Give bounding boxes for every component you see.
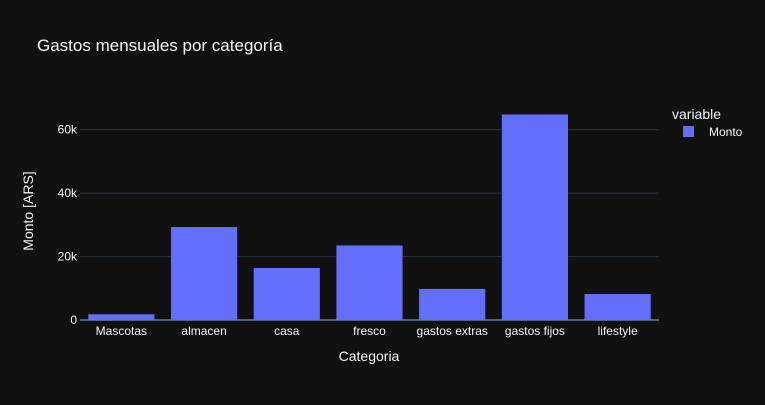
y-tick-label: 20k — [58, 250, 78, 264]
y-tick-label: 0 — [70, 313, 77, 327]
y-axis-ticks: 0 20k 40k 60k — [58, 123, 78, 327]
bar-gastos-extras[interactable] — [419, 288, 486, 320]
y-tick-label: 40k — [58, 186, 78, 200]
bars — [88, 114, 651, 321]
x-tick-label: lifestyle — [598, 324, 638, 338]
bar-casa[interactable] — [253, 267, 320, 320]
y-tick-label: 60k — [58, 123, 78, 137]
bar-lifestyle[interactable] — [584, 293, 651, 320]
bar-fresco[interactable] — [336, 245, 403, 320]
x-tick-label: gastos extras — [417, 324, 488, 338]
x-tick-label: fresco — [353, 324, 386, 338]
bar-gastos-fijos[interactable] — [501, 114, 569, 321]
x-axis-ticks: Mascotas almacen casa fresco gastos extras ga… — [96, 324, 638, 338]
legend-label-monto[interactable]: Monto — [709, 125, 743, 139]
x-tick-label: Mascotas — [96, 324, 147, 338]
legend-swatch-monto[interactable] — [683, 126, 694, 137]
bar-mascotas[interactable] — [88, 314, 155, 320]
legend-title: variable — [672, 106, 721, 122]
legend[interactable]: variable Monto — [672, 106, 743, 139]
bar-almacen[interactable] — [170, 227, 238, 320]
x-tick-label: casa — [274, 324, 300, 338]
y-axis-title: Monto [ARS] — [20, 171, 36, 250]
x-tick-label: gastos fijos — [505, 324, 565, 338]
chart-title: Gastos mensuales por categoría — [37, 36, 283, 55]
x-axis-title: Categoria — [339, 348, 400, 364]
x-tick-label: almacen — [181, 324, 226, 338]
